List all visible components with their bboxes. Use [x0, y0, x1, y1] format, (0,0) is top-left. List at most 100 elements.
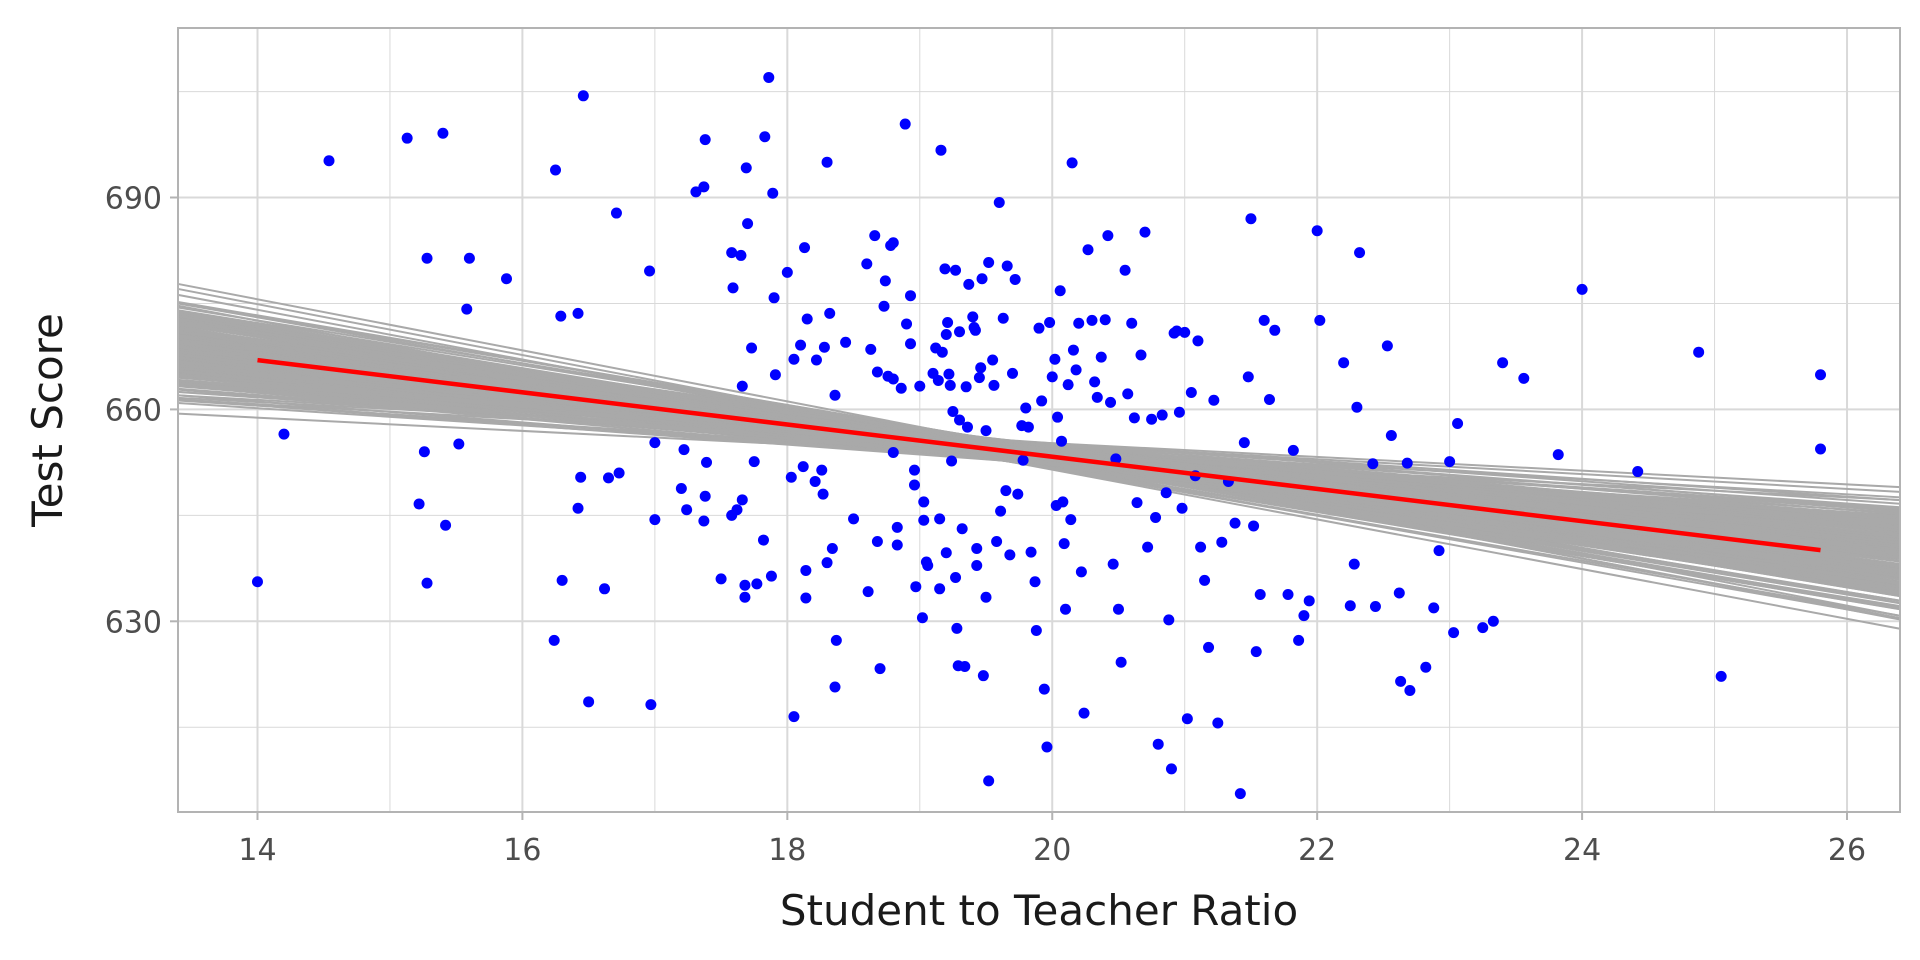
- data-point: [1203, 641, 1215, 653]
- data-point: [1017, 454, 1029, 466]
- data-point: [817, 488, 829, 500]
- data-point: [1348, 558, 1360, 570]
- data-point: [781, 266, 793, 278]
- data-point: [1001, 260, 1013, 272]
- x-axis-ticks: 14 16 18 20 22 24 26: [238, 812, 1866, 868]
- data-point: [1022, 421, 1034, 433]
- data-point: [1160, 487, 1172, 499]
- data-point: [1041, 741, 1053, 753]
- data-point: [1073, 317, 1085, 329]
- data-point: [810, 354, 822, 366]
- data-point: [977, 670, 989, 682]
- data-point: [993, 196, 1005, 208]
- data-point: [550, 164, 562, 176]
- data-point: [1057, 496, 1069, 508]
- data-point: [401, 132, 413, 144]
- panel-border: [177, 27, 1901, 813]
- data-point: [1052, 411, 1064, 423]
- data-point: [1518, 372, 1530, 384]
- x-tick-label: 16: [503, 833, 541, 868]
- data-point: [943, 368, 955, 380]
- data-point: [954, 414, 966, 426]
- data-point: [1234, 788, 1246, 800]
- data-point: [1303, 595, 1315, 607]
- data-point: [698, 515, 710, 527]
- data-point: [727, 282, 739, 294]
- data-point: [991, 535, 1003, 547]
- data-point: [1254, 588, 1266, 600]
- data-point: [908, 464, 920, 476]
- data-point: [583, 696, 595, 708]
- data-point: [887, 237, 899, 249]
- data-point: [739, 591, 751, 603]
- data-point: [251, 576, 263, 588]
- data-point: [1715, 670, 1727, 682]
- data-point: [610, 207, 622, 219]
- data-point: [1059, 603, 1071, 615]
- x-tick-label: 18: [768, 833, 806, 868]
- data-point: [971, 543, 983, 555]
- data-point: [751, 578, 763, 590]
- data-point: [1381, 340, 1393, 352]
- data-point: [1576, 283, 1588, 295]
- data-point: [1181, 713, 1193, 725]
- data-point: [932, 374, 944, 386]
- data-point: [463, 252, 475, 264]
- data-point: [987, 354, 999, 366]
- data-point: [1066, 157, 1078, 169]
- data-point: [1139, 226, 1151, 238]
- data-point: [824, 307, 836, 319]
- data-point: [1020, 402, 1032, 414]
- data-point: [1004, 549, 1016, 561]
- data-point: [1000, 485, 1012, 497]
- data-point: [891, 521, 903, 533]
- data-point: [795, 339, 807, 351]
- data-point: [1212, 717, 1224, 729]
- data-point: [983, 775, 995, 787]
- data-point: [739, 579, 751, 591]
- data-point: [757, 534, 769, 546]
- data-point: [278, 428, 290, 440]
- data-point: [954, 326, 966, 338]
- data-point: [1012, 488, 1024, 500]
- data-point: [1091, 391, 1103, 403]
- data-point: [1433, 545, 1445, 557]
- data-point: [980, 591, 992, 603]
- data-point: [1179, 326, 1191, 338]
- data-point: [1401, 457, 1413, 469]
- data-point: [1086, 314, 1098, 326]
- data-point: [936, 346, 948, 358]
- data-point: [956, 523, 968, 535]
- data-point: [1176, 502, 1188, 514]
- data-point: [748, 456, 760, 468]
- data-point: [1248, 520, 1260, 532]
- data-point: [1367, 458, 1379, 470]
- data-point: [736, 380, 748, 392]
- data-point: [1030, 624, 1042, 636]
- data-point: [1033, 322, 1045, 334]
- data-point: [959, 661, 971, 673]
- data-point: [942, 317, 954, 329]
- data-point: [1632, 466, 1644, 478]
- data-point: [572, 307, 584, 319]
- data-point: [963, 278, 975, 290]
- data-point: [1105, 396, 1117, 408]
- data-point: [440, 519, 452, 531]
- data-point: [980, 425, 992, 437]
- data-point: [1497, 357, 1509, 369]
- data-point: [1444, 456, 1456, 468]
- data-point: [901, 318, 913, 330]
- data-point: [1165, 763, 1177, 775]
- data-point: [1128, 412, 1140, 424]
- data-point: [800, 564, 812, 576]
- data-point: [905, 290, 917, 302]
- data-point: [1062, 379, 1074, 391]
- data-point: [1038, 683, 1050, 695]
- data-point: [1075, 566, 1087, 578]
- data-point: [1351, 401, 1363, 413]
- x-tick-label: 26: [1828, 833, 1866, 868]
- data-point: [1122, 388, 1134, 400]
- data-point: [1095, 351, 1107, 363]
- data-point: [1126, 317, 1138, 329]
